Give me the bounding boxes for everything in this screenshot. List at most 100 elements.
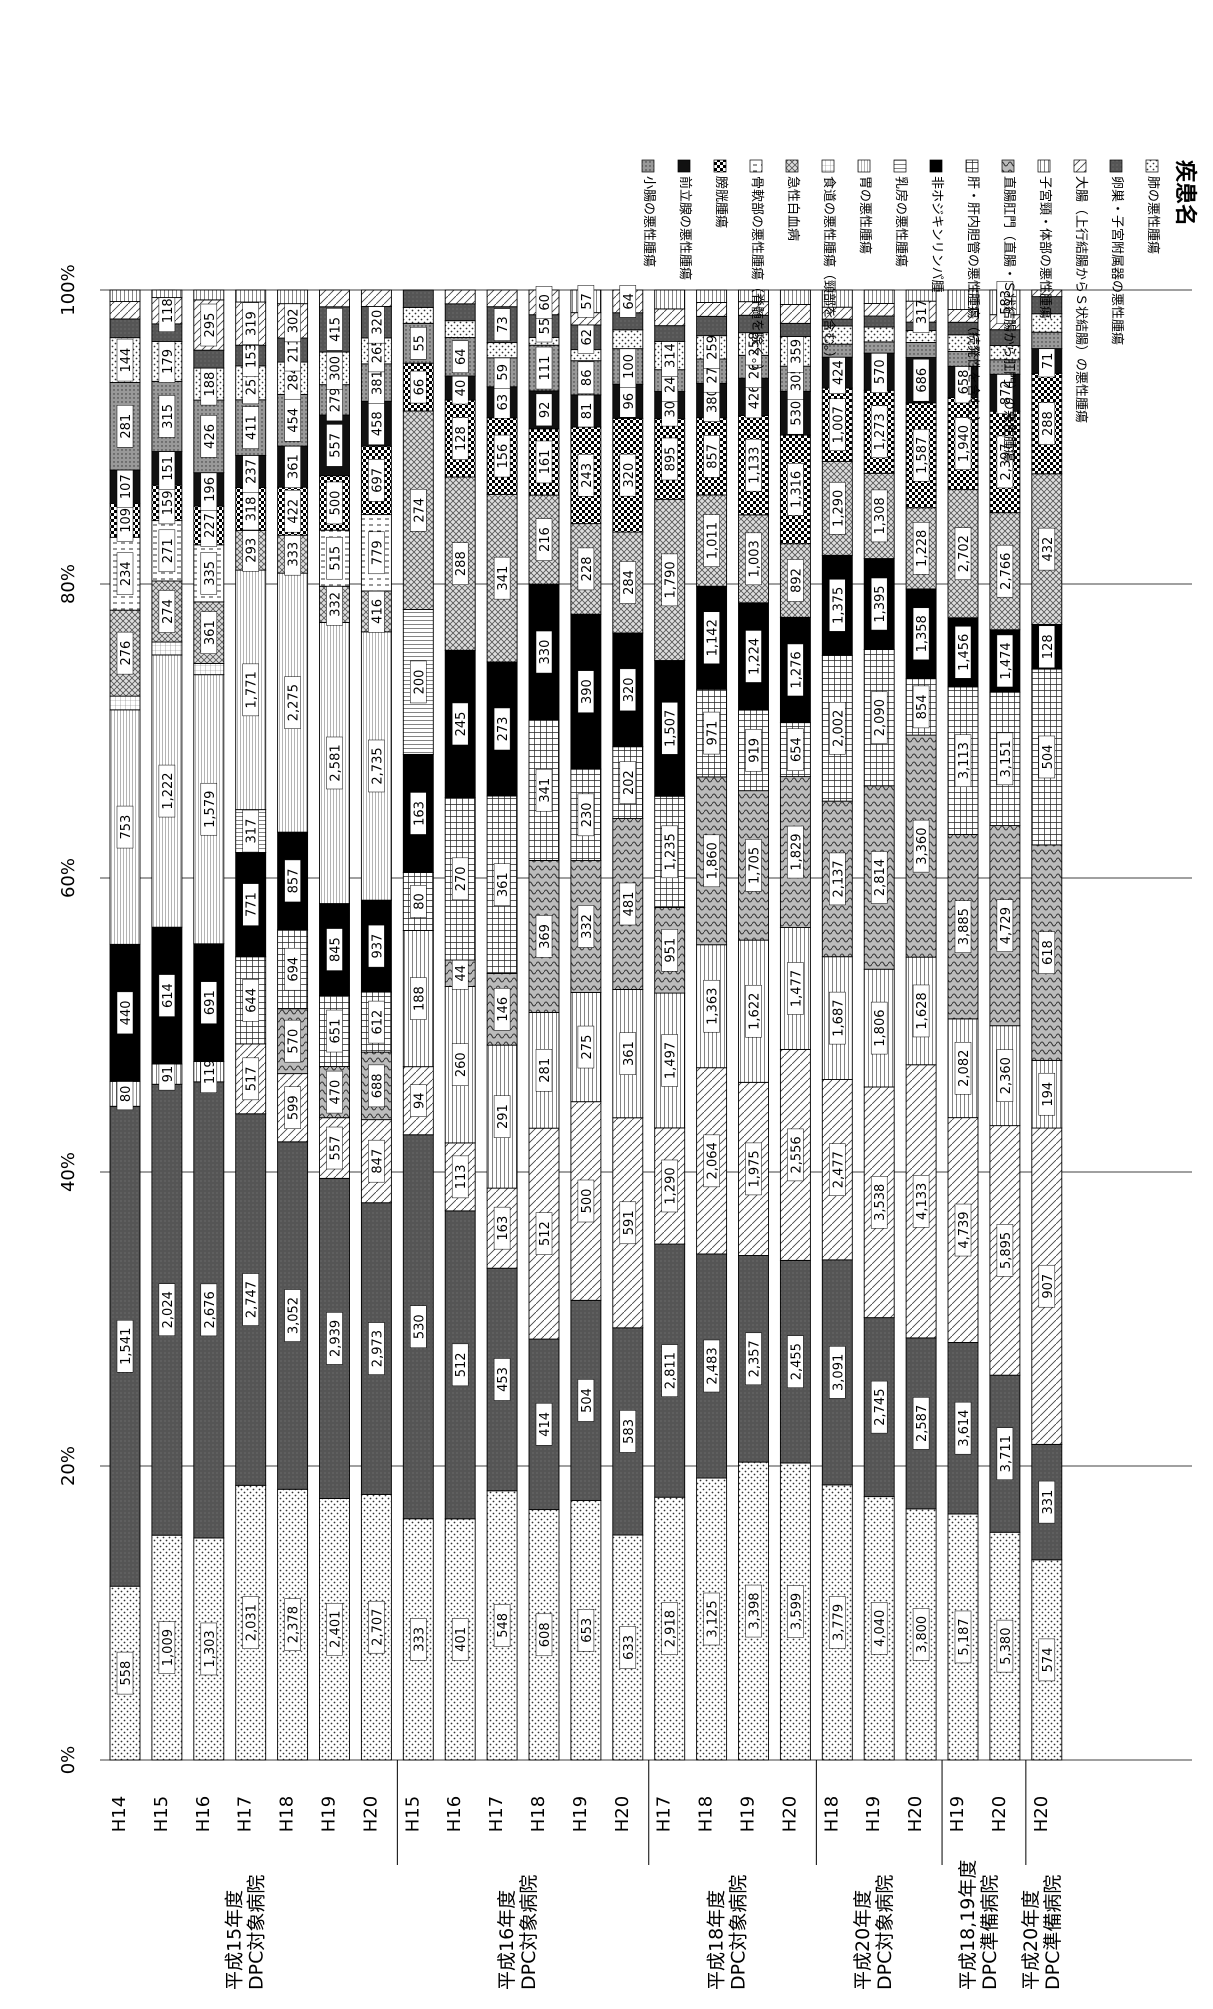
bar-segment (402, 289, 434, 308)
group-label: DPC対象病院 (246, 1875, 268, 1990)
data-label-box (1038, 527, 1056, 571)
data-label: 73 (496, 316, 511, 333)
data-label-box (200, 981, 218, 1024)
data-label: 2,676 (203, 1291, 218, 1328)
data-label-box (577, 1379, 595, 1422)
data-label: 599 (287, 1095, 302, 1120)
data-label: 2,024 (161, 1291, 176, 1328)
data-label-box (326, 536, 343, 580)
group-label: DPC準備病院 (1042, 1875, 1064, 1990)
data-label-box (368, 739, 385, 793)
data-label: 515 (329, 546, 344, 571)
data-label-box (410, 885, 427, 918)
data-label-box (870, 851, 888, 904)
data-label: 2,811 (664, 1352, 679, 1389)
data-label: 504 (580, 1388, 595, 1413)
data-label: 857 (706, 444, 721, 469)
data-label-box (787, 962, 804, 1015)
data-label-box (1038, 1264, 1056, 1308)
data-label: 161 (538, 450, 553, 475)
data-label-box (745, 630, 762, 683)
data-label: 500 (580, 1189, 595, 1214)
data-label: 196 (203, 477, 218, 502)
data-label: 3,779 (831, 1604, 846, 1641)
data-label: 107 (119, 474, 134, 499)
data-label: 330 (538, 640, 553, 665)
data-label-box (787, 728, 804, 771)
data-label-box (200, 1283, 218, 1337)
data-label: 1,771 (245, 671, 260, 708)
tick-label: 20% (58, 1446, 79, 1486)
data-label: 55 (412, 335, 427, 352)
data-label: 2,031 (245, 1604, 260, 1641)
data-label-box (158, 395, 176, 438)
data-label: 971 (706, 721, 721, 746)
data-label-box (410, 792, 427, 835)
category-label: H20 (989, 1796, 1010, 1832)
data-label-box (829, 579, 846, 632)
legend-label: 卵巣・子宮附属器の悪性腫瘍 (1109, 176, 1125, 345)
legend-label: 食道の悪性腫瘍（頸部を含む。） (821, 176, 837, 365)
data-label: 691 (203, 990, 218, 1015)
data-label: 1,308 (873, 497, 888, 534)
data-label-box (1038, 1638, 1056, 1682)
data-label: 91 (161, 1066, 176, 1083)
data-label-box (954, 417, 972, 470)
data-label: 1,363 (706, 988, 721, 1025)
data-label-box (787, 1335, 804, 1388)
data-label: 390 (580, 679, 595, 704)
data-label-box (870, 1176, 888, 1229)
data-label-box (451, 1155, 469, 1199)
data-label-box (493, 988, 511, 1031)
data-label: 111 (538, 356, 553, 381)
data-label: 2,090 (873, 699, 888, 736)
data-label: 548 (496, 1613, 511, 1638)
bar-segment (444, 303, 476, 322)
category-label: H16 (193, 1796, 214, 1832)
data-label: 2,002 (831, 710, 846, 747)
data-label-box (200, 552, 218, 595)
data-label: 1,235 (664, 833, 679, 870)
legend-swatch (1001, 159, 1015, 173)
data-label: 2,397 (999, 443, 1014, 480)
data-label: 3,614 (957, 1410, 972, 1447)
data-label: 270 (454, 866, 469, 891)
data-label: 422 (287, 499, 302, 524)
data-label: 295 (203, 313, 218, 338)
data-label-box (787, 1128, 804, 1182)
category-label: H15 (402, 1796, 423, 1832)
data-label-box (703, 611, 720, 665)
data-label-box (745, 1584, 762, 1638)
data-label-box (200, 415, 218, 458)
legend-swatch (749, 159, 763, 173)
data-label: 512 (454, 1352, 469, 1377)
data-label: 2,745 (873, 1389, 888, 1426)
group-label: 平成18年度 (706, 1890, 728, 1990)
group-label: DPC準備病院 (979, 1875, 1001, 1990)
data-label-box (242, 1596, 259, 1649)
bar-segment (654, 308, 686, 327)
data-label: 686 (915, 368, 930, 393)
data-label-box (829, 1143, 846, 1196)
data-label-box (326, 1009, 343, 1053)
data-label: 1,622 (748, 993, 763, 1030)
data-label-box (870, 691, 888, 744)
data-label: 317 (245, 819, 260, 844)
data-label-box (954, 1203, 972, 1257)
data-label: 1,790 (664, 561, 679, 598)
category-label: H19 (947, 1796, 968, 1832)
data-label-box (829, 1346, 846, 1399)
data-label-box (703, 1339, 720, 1393)
data-label-box (870, 1602, 888, 1655)
data-label-box (116, 405, 134, 448)
data-label: 1,940 (957, 425, 972, 462)
data-label-box (451, 1343, 469, 1387)
data-label-box (368, 1600, 385, 1654)
data-label: 63 (496, 394, 511, 411)
data-label-box (493, 1604, 511, 1647)
legend-label: 直腸肛門（直腸・Ｓ状結腸から肛門）の悪性腫瘍 (1001, 176, 1017, 462)
data-label: 380 (706, 388, 721, 413)
legend-label: 子宮頸・体部の悪性腫瘍 (1037, 176, 1053, 319)
legend-swatch (677, 159, 691, 173)
bar-segment (863, 326, 895, 343)
